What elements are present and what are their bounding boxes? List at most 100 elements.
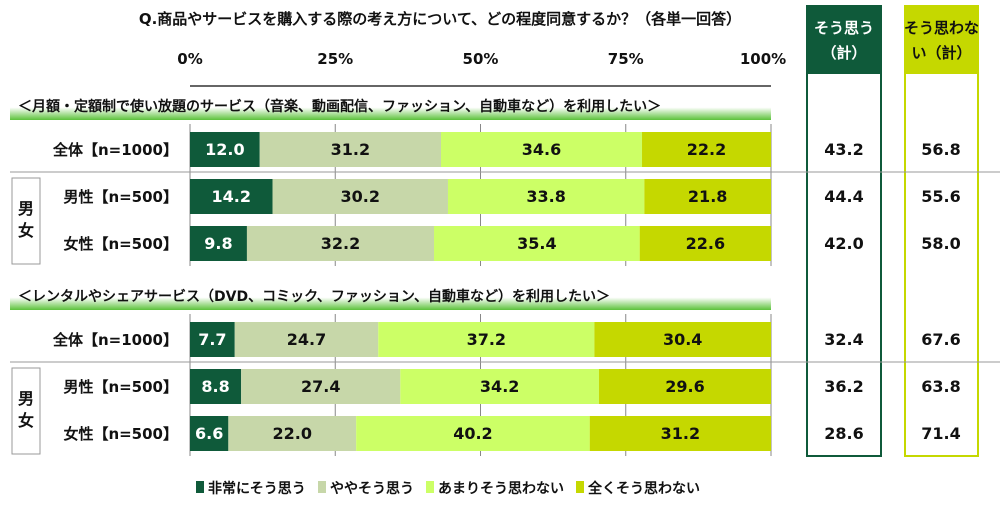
data-label: 27.4 [301, 377, 340, 396]
bar-segment-3 [642, 132, 771, 167]
bar-segment-3 [644, 179, 771, 214]
legend-swatch-3 [576, 481, 584, 493]
bar-segment-2 [447, 179, 645, 214]
bar-segment-0 [190, 179, 273, 214]
legend-label: 非常にそう思う [208, 480, 306, 497]
data-label: 22.6 [686, 234, 725, 253]
bar-segment-3 [639, 226, 771, 261]
disagree-total: 71.4 [921, 424, 960, 443]
data-label: 7.7 [198, 330, 226, 349]
x-tick-label: 100% [740, 50, 786, 68]
section-title: ＜月額・定額制で使い放題のサービス（音楽、動画配信、ファッション、自動車など）を… [18, 98, 661, 115]
bar-segment-1 [234, 322, 379, 357]
x-tick-label: 0% [177, 50, 202, 68]
summary-column-1 [904, 5, 979, 457]
section-header-band [10, 92, 771, 120]
summary-column-0 [806, 5, 882, 457]
data-label: 21.8 [688, 187, 727, 206]
bar-segment-1 [272, 179, 448, 214]
bar-segment-0 [190, 132, 260, 167]
row-label: 女性【n=500】 [63, 235, 178, 253]
row-label: 全体【n=1000】 [52, 141, 178, 159]
data-label: 9.8 [204, 234, 232, 253]
data-label: 8.8 [201, 377, 229, 396]
legend-swatch-0 [196, 481, 204, 493]
legend-swatch-2 [426, 481, 434, 493]
section-header-band [10, 282, 771, 310]
data-label: 35.4 [517, 234, 556, 253]
data-label: 32.2 [321, 234, 360, 253]
disagree-total: 67.6 [921, 330, 960, 349]
agree-total: 32.4 [824, 330, 863, 349]
data-label: 30.4 [663, 330, 702, 349]
bar-segment-1 [246, 226, 435, 261]
data-label: 22.2 [687, 140, 726, 159]
data-label: 31.2 [331, 140, 370, 159]
agree-total: 36.2 [824, 377, 863, 396]
bar-segment-1 [259, 132, 441, 167]
data-label: 31.2 [661, 424, 700, 443]
legend-label: ややそう思う [330, 481, 414, 497]
agree-total: 44.4 [824, 187, 863, 206]
disagree-total: 55.6 [921, 187, 960, 206]
section-title: ＜レンタルやシェアサービス（DVD、コミック、ファッション、自動車など）を利用し… [18, 288, 610, 305]
legend-label: あまりそう思わない [438, 481, 564, 497]
group-label: 女 [18, 221, 34, 240]
summary-header-1 [905, 6, 978, 74]
group-label: 女 [18, 411, 34, 430]
bar-segment-2 [440, 132, 643, 167]
data-label: 24.7 [287, 330, 326, 349]
bar-segment-1 [228, 416, 357, 451]
summary-header-0 [807, 6, 881, 74]
x-tick-label: 25% [317, 50, 353, 68]
bar-segment-0 [190, 322, 235, 357]
data-label: 33.8 [526, 187, 565, 206]
summary-header-text: そう思わな [904, 19, 979, 37]
data-label: 12.0 [205, 140, 244, 159]
bar-segment-2 [356, 416, 590, 451]
bar-segment-0 [190, 416, 229, 451]
data-label: 14.2 [212, 187, 251, 206]
data-label: 6.6 [195, 424, 223, 443]
data-label: 22.0 [273, 424, 312, 443]
summary-header-text: （計） [821, 44, 866, 62]
data-label: 37.2 [467, 330, 506, 349]
bar-segment-3 [599, 369, 771, 404]
summary-header-text: い（計） [911, 44, 971, 62]
group-label: 男 [18, 389, 34, 408]
bar-segment-1 [241, 369, 401, 404]
row-label: 全体【n=1000】 [52, 331, 178, 349]
row-label: 男性【n=500】 [63, 188, 178, 206]
disagree-total: 63.8 [921, 377, 960, 396]
group-box [11, 367, 41, 455]
data-label: 40.2 [453, 424, 492, 443]
disagree-total: 58.0 [921, 234, 960, 253]
x-tick-label: 75% [608, 50, 644, 68]
disagree-total: 56.8 [921, 140, 960, 159]
data-label: 34.6 [522, 140, 561, 159]
agree-total: 28.6 [824, 424, 863, 443]
bar-segment-3 [589, 416, 771, 451]
bar-segment-2 [378, 322, 595, 357]
x-tick-label: 50% [463, 50, 499, 68]
legend-label: 全くそう思わない [587, 480, 700, 497]
bar-segment-3 [594, 322, 771, 357]
group-box [11, 177, 41, 265]
agree-total: 43.2 [824, 140, 863, 159]
bar-segment-2 [400, 369, 600, 404]
data-label: 30.2 [340, 187, 379, 206]
group-label: 男 [18, 199, 34, 218]
data-label: 34.2 [480, 377, 519, 396]
row-label: 女性【n=500】 [63, 425, 178, 443]
row-label: 男性【n=500】 [63, 378, 178, 396]
summary-header-text: そう思う [814, 19, 874, 37]
chart-title: Q.商品やサービスを購入する際の考え方について、どの程度同意するか？（各単一回答… [139, 10, 741, 28]
agree-total: 42.0 [824, 234, 863, 253]
bar-segment-2 [434, 226, 640, 261]
data-label: 29.6 [665, 377, 704, 396]
legend-swatch-1 [318, 481, 326, 493]
bar-segment-0 [190, 369, 242, 404]
bar-segment-0 [190, 226, 247, 261]
